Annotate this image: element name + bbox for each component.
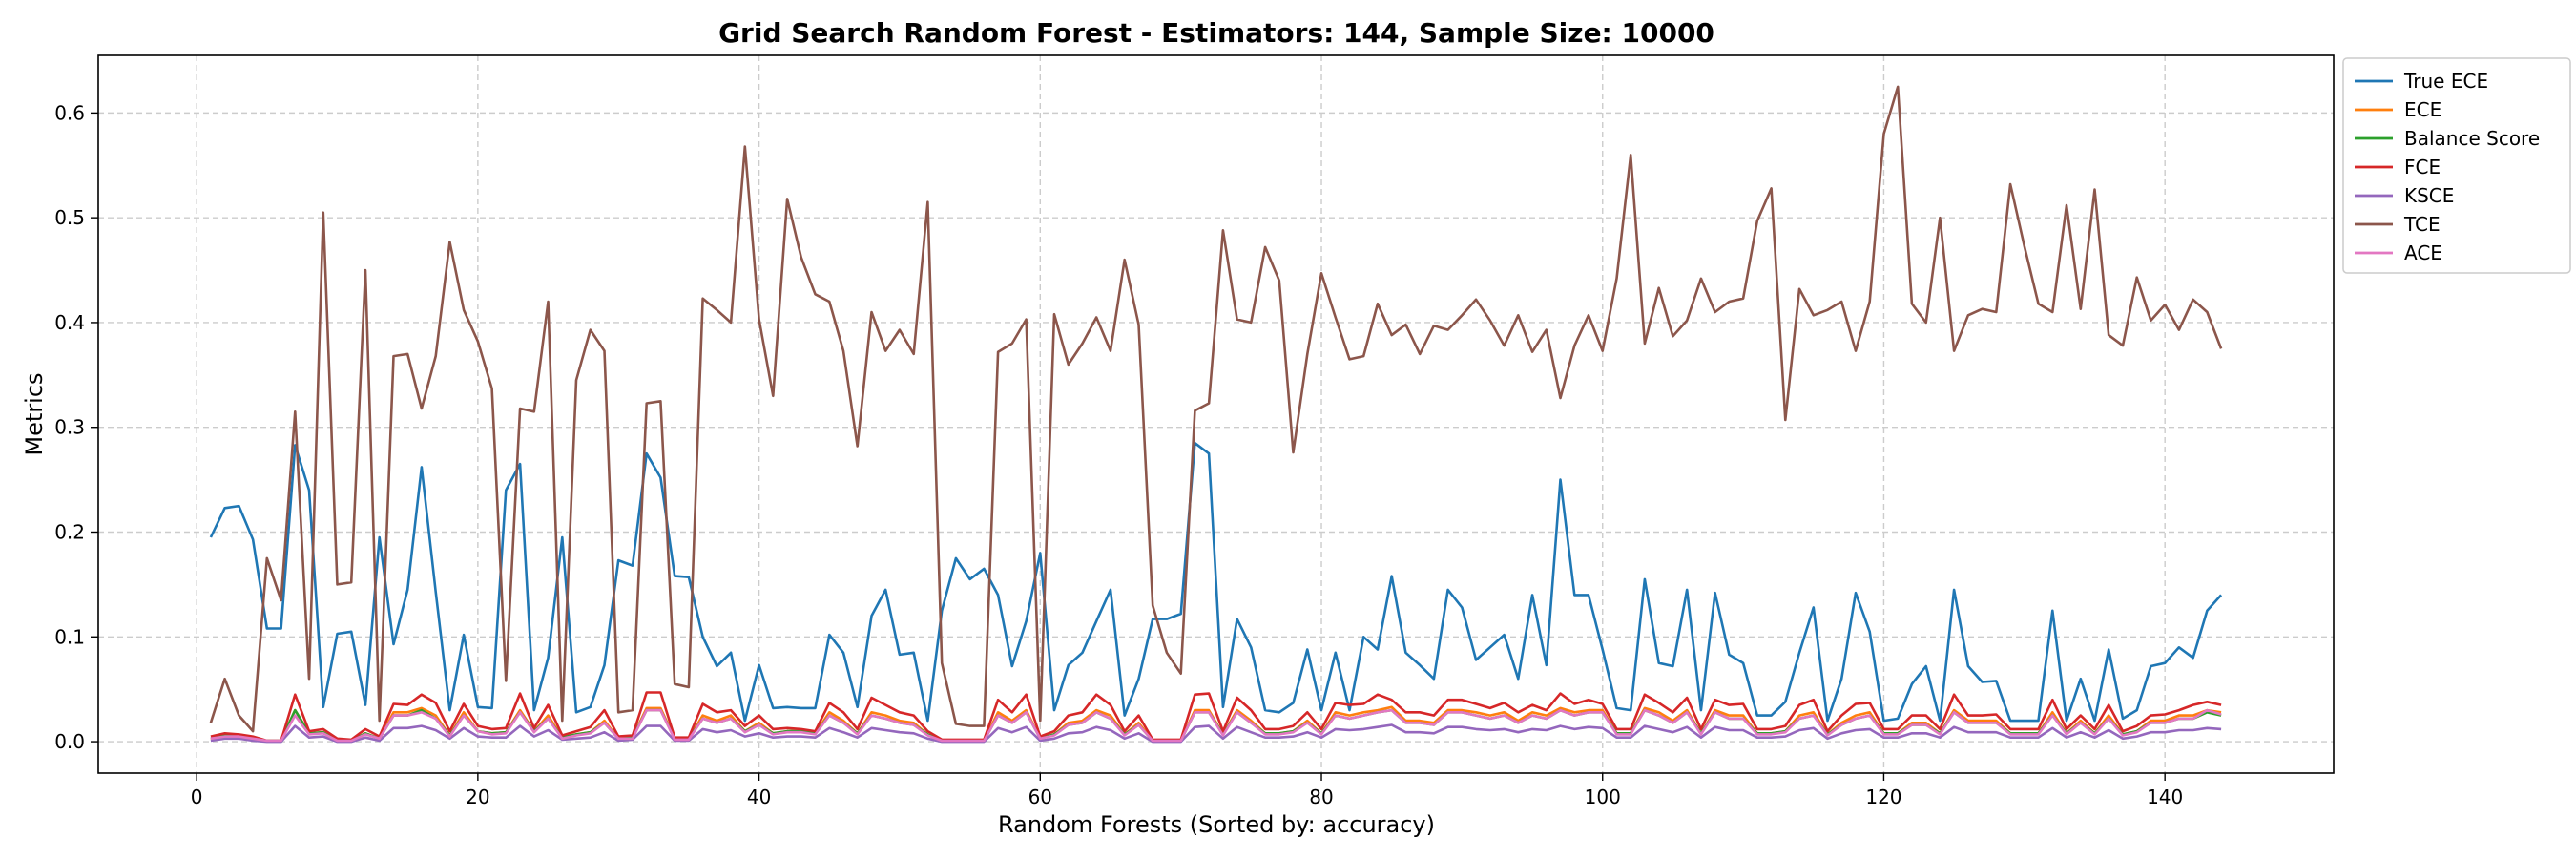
legend-label-balance-score: Balance Score bbox=[2404, 127, 2540, 150]
x-tick-label: 100 bbox=[1585, 786, 1621, 808]
y-tick-label: 0.6 bbox=[54, 101, 85, 124]
y-tick-label: 0.4 bbox=[54, 311, 85, 334]
legend-frame bbox=[2342, 57, 2571, 274]
x-tick-label: 80 bbox=[1309, 786, 1333, 808]
x-tick-label: 140 bbox=[2147, 786, 2183, 808]
x-tick-label: 20 bbox=[466, 786, 489, 808]
x-tick-label: 40 bbox=[747, 786, 771, 808]
y-tick-label: 0.0 bbox=[54, 730, 85, 753]
legend-label-tce: TCE bbox=[2403, 213, 2441, 236]
series-line-fce bbox=[210, 691, 2222, 743]
y-tick-label: 0.2 bbox=[54, 521, 85, 544]
chart-title: Grid Search Random Forest - Estimators: … bbox=[718, 17, 1714, 49]
series-lines bbox=[209, 85, 2223, 744]
x-tick-label: 120 bbox=[1865, 786, 1901, 808]
plot-frame bbox=[97, 54, 2335, 774]
legend-label-true-ece: True ECE bbox=[2403, 70, 2488, 93]
y-tick-label: 0.1 bbox=[54, 625, 85, 648]
x-axis-ticks: 0 20 40 60 80 100 120 140 bbox=[191, 773, 2183, 808]
series-line-ace bbox=[210, 708, 2222, 743]
series-line-ksce bbox=[210, 723, 2222, 744]
x-tick-label: 60 bbox=[1028, 786, 1052, 808]
x-axis-label: Random Forests (Sorted by: accuracy) bbox=[998, 811, 1435, 838]
legend-label-ace: ACE bbox=[2404, 241, 2442, 264]
y-axis-ticks: 0.0 0.1 0.2 0.3 0.4 0.5 0.6 bbox=[54, 101, 98, 753]
y-axis-label: Metrics bbox=[21, 372, 48, 455]
y-tick-label: 0.3 bbox=[54, 416, 85, 439]
x-tick-label: 0 bbox=[191, 786, 203, 808]
legend-label-ece: ECE bbox=[2404, 98, 2441, 121]
legend: True ECE ECE Balance Score FCE KSCE TCE ACE bbox=[2342, 57, 2571, 274]
series-line-true-ece bbox=[209, 441, 2223, 723]
y-tick-label: 0.5 bbox=[54, 206, 85, 229]
grid-lines bbox=[98, 55, 2334, 773]
series-line-tce bbox=[209, 85, 2223, 733]
legend-label-fce: FCE bbox=[2404, 156, 2441, 178]
legend-label-ksce: KSCE bbox=[2404, 184, 2454, 207]
